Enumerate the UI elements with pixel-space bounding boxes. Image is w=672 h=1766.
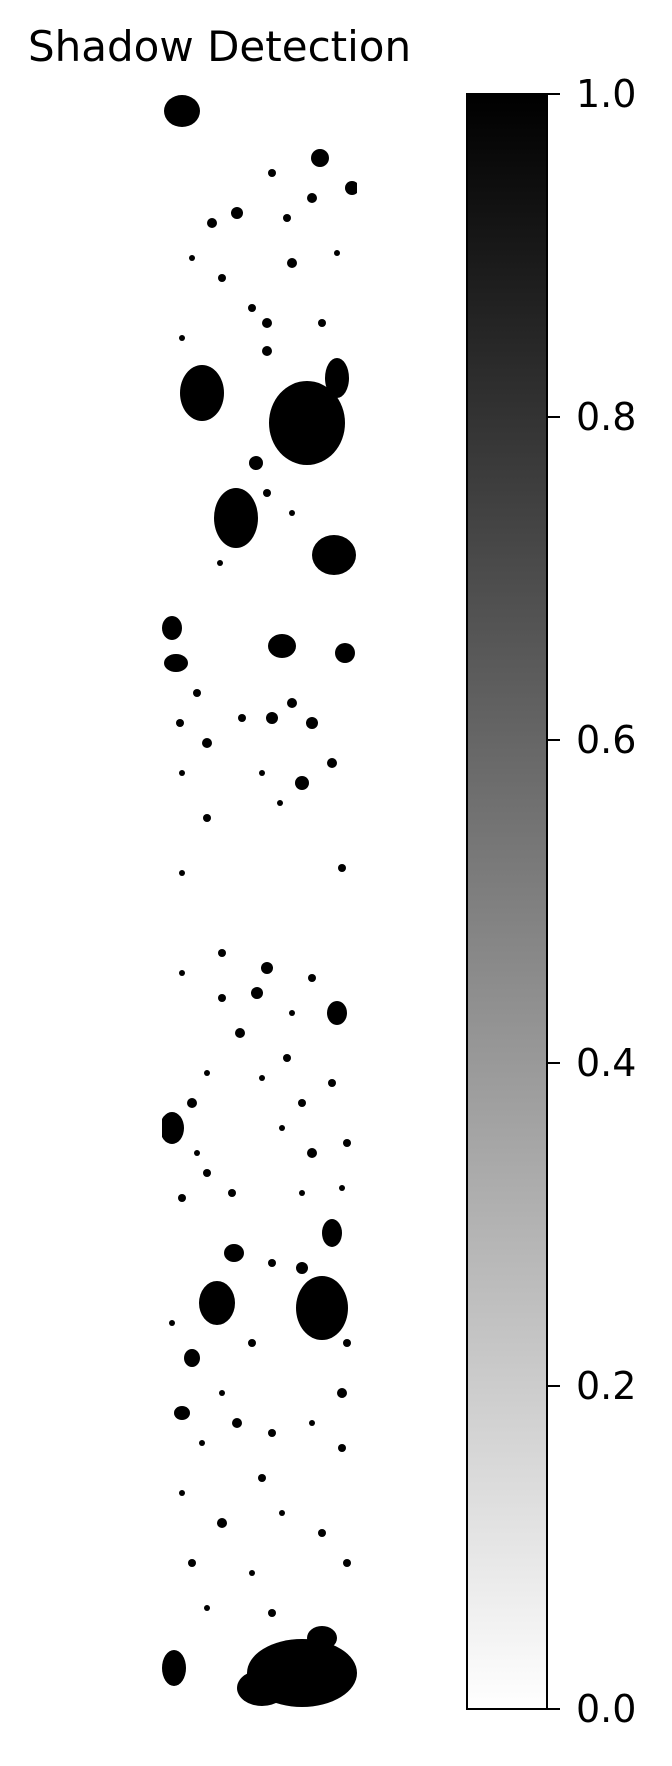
colorbar-tick <box>548 416 560 418</box>
colorbar-tick-label: 0.8 <box>576 395 637 439</box>
colorbar-tick-label: 0.0 <box>576 1687 637 1731</box>
figure-title: Shadow Detection <box>28 22 412 71</box>
shadow-mask-image <box>162 93 357 1710</box>
shadow-mask-svg <box>162 95 357 1707</box>
colorbar-tick-label: 0.6 <box>576 718 637 762</box>
colorbar-tick <box>548 1062 560 1064</box>
colorbar-tick <box>548 1385 560 1387</box>
colorbar-tick-label: 0.2 <box>576 1364 637 1408</box>
colorbar-tick <box>548 739 560 741</box>
colorbar-tick <box>548 93 560 95</box>
colorbar-tick-label: 1.0 <box>576 72 637 116</box>
colorbar-tick <box>548 1708 560 1710</box>
colorbar <box>466 93 548 1710</box>
colorbar-tick-label: 0.4 <box>576 1041 637 1085</box>
